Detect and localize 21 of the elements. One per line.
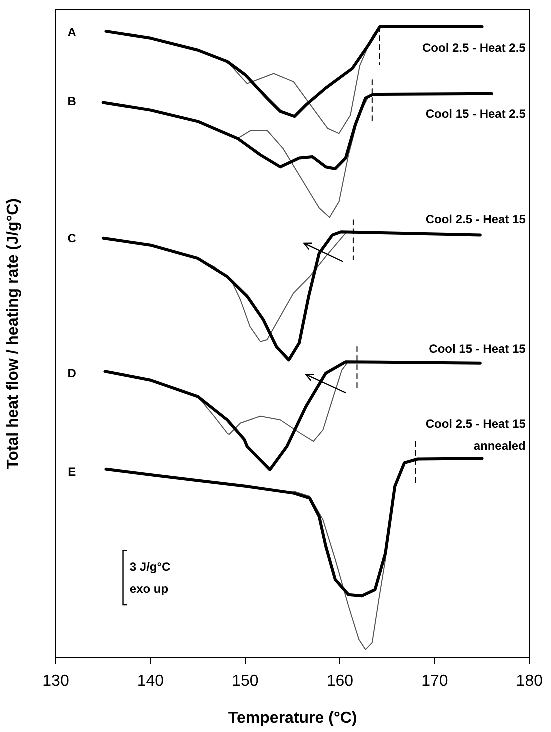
y-axis-title: Total heat flow / heating rate (J/g°C) — [5, 198, 22, 470]
annotation: Cool 2.5 - Heat 15 — [426, 212, 526, 226]
annotation: D — [68, 366, 77, 380]
x-tick-label: 130 — [42, 673, 70, 690]
x-tick-label: 170 — [422, 673, 448, 690]
annotation: C — [68, 231, 77, 246]
annotation: annealed — [474, 438, 526, 453]
annotation: E — [68, 464, 76, 479]
x-tick-label: 150 — [232, 673, 259, 690]
x-tick-label: 180 — [516, 673, 544, 690]
annotation: Cool 2.5 - Heat 15 — [426, 416, 526, 431]
annotation: Cool 2.5 - Heat 2.5 — [422, 40, 526, 55]
x-tick-label: 160 — [326, 673, 354, 690]
annotation: Cool 15 - Heat 2.5 — [426, 107, 526, 122]
annotation: B — [68, 94, 77, 108]
annotation: Cool 15 - Heat 15 — [429, 342, 526, 356]
annotation: A — [68, 26, 77, 40]
annotation: exo up — [130, 582, 169, 596]
annotation: 3 J/g°C — [130, 560, 172, 574]
x-tick-label: 140 — [137, 673, 164, 690]
x-axis-title: Temperature (°C) — [228, 710, 358, 727]
